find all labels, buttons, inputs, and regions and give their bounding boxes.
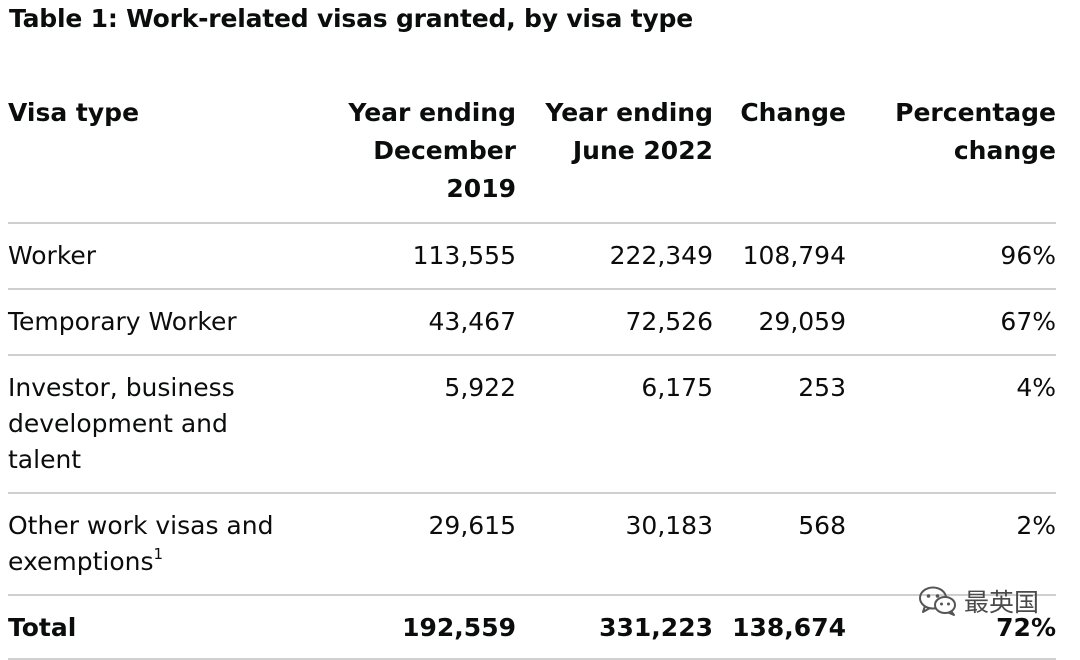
cell-pct-change: 2% xyxy=(846,493,1056,596)
cell-change: 29,059 xyxy=(713,289,846,356)
cell-dec2019: 113,555 xyxy=(298,223,516,290)
cell-change: 138,674 xyxy=(713,595,846,660)
cell-pct-change: 96% xyxy=(846,223,1056,290)
cell-visa-type: Worker xyxy=(8,223,298,290)
cell-visa-type: Other work visas and exemptions1 xyxy=(8,493,298,596)
table-header-row: Visa type Year ending December 2019 Year … xyxy=(8,92,1056,224)
table-row: Investor, business development and talent … xyxy=(8,355,1056,494)
header-percentage-change: Percentage change xyxy=(846,92,1056,224)
table-total-row: Total 192,559 331,223 138,674 72% xyxy=(8,595,1056,660)
cell-pct-change: 67% xyxy=(846,289,1056,356)
header-visa-type: Visa type xyxy=(8,92,298,224)
footnote-marker: 1 xyxy=(153,544,164,563)
watermark-text: 最英国 xyxy=(964,588,1040,617)
header-year-ending-jun-2022: Year ending June 2022 xyxy=(516,92,713,224)
cell-pct-change: 4% xyxy=(846,355,1056,494)
header-year-ending-dec-2019: Year ending December 2019 xyxy=(298,92,516,224)
cell-dec2019: 43,467 xyxy=(298,289,516,356)
cell-jun2022: 30,183 xyxy=(516,493,713,596)
header-change: Change xyxy=(713,92,846,224)
cell-change: 253 xyxy=(713,355,846,494)
cell-visa-type: Temporary Worker xyxy=(8,289,298,356)
cell-change: 108,794 xyxy=(713,223,846,290)
cell-jun2022: 222,349 xyxy=(516,223,713,290)
cell-visa-type: Total xyxy=(8,595,298,660)
cell-jun2022: 6,175 xyxy=(516,355,713,494)
watermark: 最英国 xyxy=(918,583,1039,619)
cell-dec2019: 5,922 xyxy=(298,355,516,494)
table-row: Temporary Worker 43,467 72,526 29,059 67… xyxy=(8,289,1056,356)
table-row: Other work visas and exemptions1 29,615 3… xyxy=(8,493,1056,596)
wechat-icon xyxy=(919,586,956,616)
cell-change: 568 xyxy=(713,493,846,596)
cell-dec2019: 29,615 xyxy=(298,493,516,596)
cell-visa-type: Investor, business development and talent xyxy=(8,355,298,494)
visa-table: Visa type Year ending December 2019 Year … xyxy=(8,92,1056,660)
cell-jun2022: 72,526 xyxy=(516,289,713,356)
table-title: Table 1: Work-related visas granted, by … xyxy=(9,4,693,33)
cell-jun2022: 331,223 xyxy=(516,595,713,660)
cell-dec2019: 192,559 xyxy=(298,595,516,660)
table-row: Worker 113,555 222,349 108,794 96% xyxy=(8,223,1056,290)
